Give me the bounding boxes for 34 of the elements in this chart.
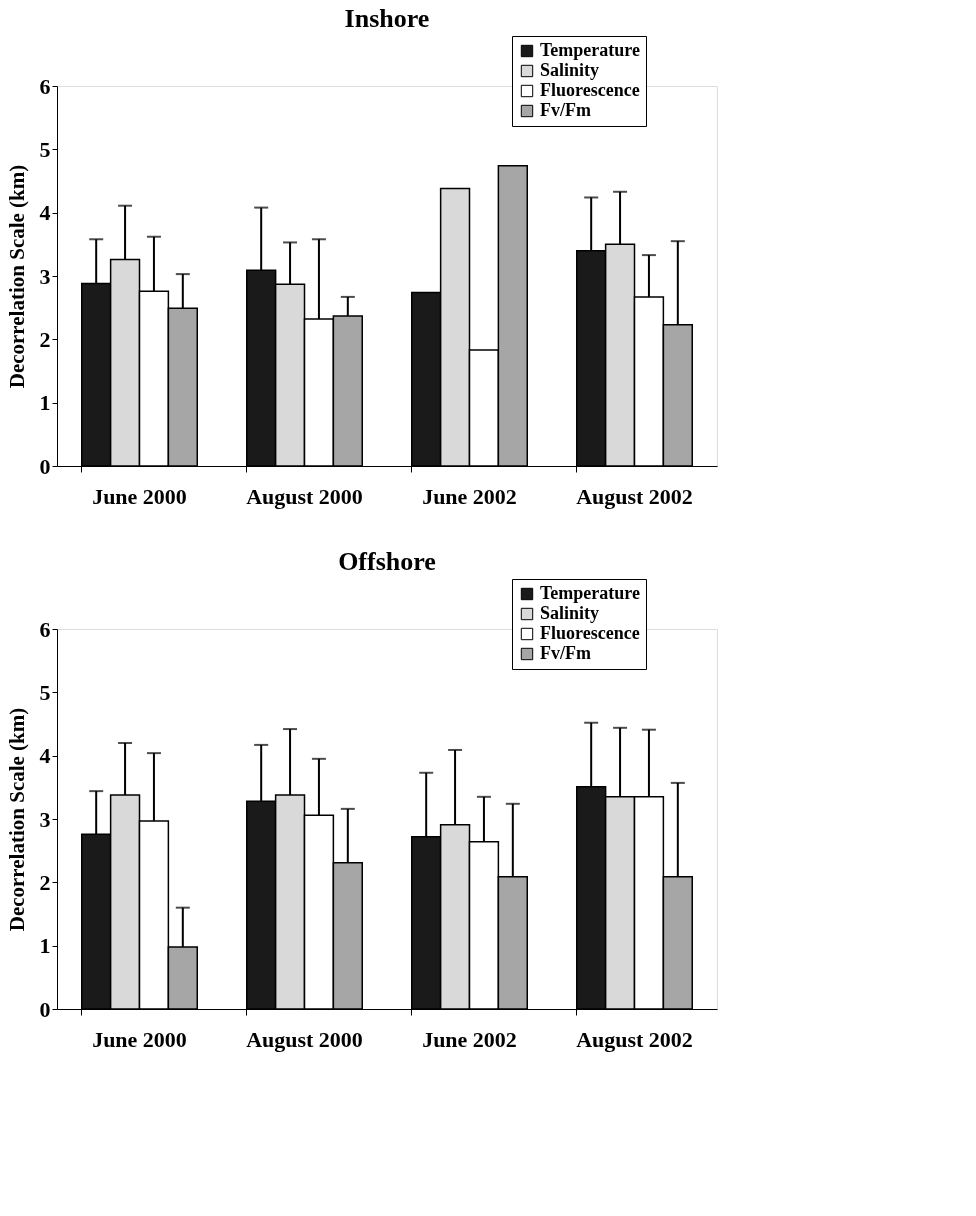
legend-label: Salinity [540,603,600,623]
x-tick-label: June 2000 [92,1026,187,1052]
x-tick-label: June 2002 [422,1026,517,1052]
y-tick-label: 6 [39,73,51,99]
y-axis-title: Decorrelation Scale (km) [4,707,29,932]
y-tick-label: 5 [39,679,51,705]
y-tick-label: 4 [39,200,51,226]
y-axis-title: Decorrelation Scale (km) [4,164,29,389]
y-tick-label: 2 [39,869,51,895]
legend-label: Fv/Fm [540,100,591,120]
x-tick-label: August 2002 [576,1026,693,1052]
legend-label: Fv/Fm [540,643,591,663]
y-tick-label: 1 [39,933,51,959]
y-tick-label: 5 [39,136,51,162]
x-tick-label: June 2000 [92,483,187,509]
y-tick-label: 3 [39,263,51,289]
y-tick-label: 0 [39,996,51,1022]
y-tick-label: 3 [39,806,51,832]
legend-label: Fluorescence [540,623,640,643]
y-tick-label: 4 [39,743,51,769]
chart-title: Inshore [344,3,430,33]
legend-label: Temperature [540,40,640,60]
x-tick-label: June 2002 [422,483,517,509]
legend-label: Temperature [540,583,640,603]
x-tick-label: August 2000 [246,1026,363,1052]
legend-label: Salinity [540,60,600,80]
x-tick-label: August 2000 [246,483,363,509]
y-tick-label: 2 [39,326,51,352]
y-tick-label: 1 [39,390,51,416]
y-tick-label: 6 [39,616,51,642]
x-tick-label: August 2002 [576,483,693,509]
chart-title: Offshore [338,546,436,576]
legend-label: Fluorescence [540,80,640,100]
y-tick-label: 0 [39,453,51,479]
